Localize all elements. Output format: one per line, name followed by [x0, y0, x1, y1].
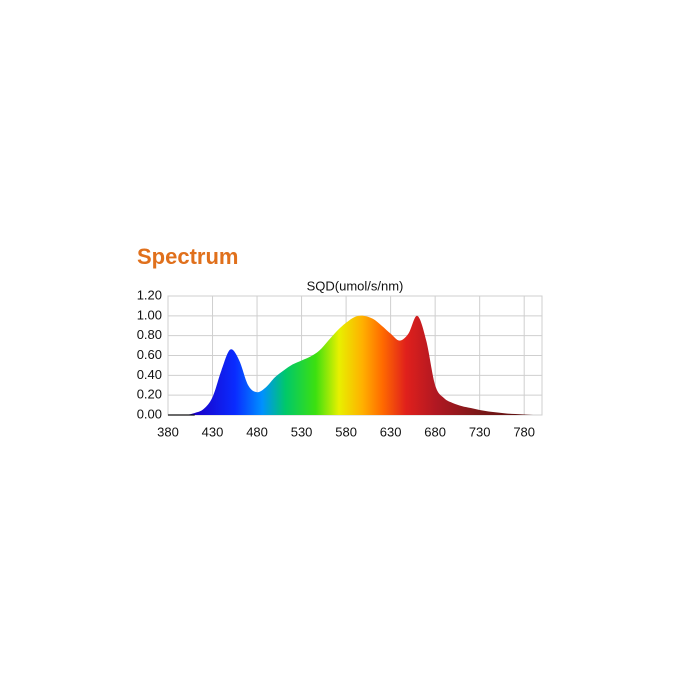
x-tick-label: 730 — [469, 424, 491, 439]
y-tick-label: 0.80 — [137, 327, 162, 342]
x-tick-label: 630 — [380, 424, 402, 439]
plot-area: 0.00 0.20 0.40 0.60 0.80 1.00 1.20 380 430 480 530… — [137, 287, 543, 439]
x-tick-label: 380 — [157, 424, 179, 439]
x-tick-label: 680 — [424, 424, 446, 439]
y-tick-label: 0.00 — [137, 406, 162, 421]
y-tick-label: 0.40 — [137, 367, 162, 382]
y-tick-label: 0.60 — [137, 347, 162, 362]
x-tick-label: 430 — [202, 424, 224, 439]
y-tick-label: 1.20 — [137, 287, 162, 302]
y-tick-label: 1.00 — [137, 307, 162, 322]
y-tick-label: 0.20 — [137, 387, 162, 402]
spectrum-area — [168, 315, 542, 415]
x-tick-label: 480 — [246, 424, 268, 439]
chart-subtitle: SQD(umol/s/nm) — [307, 278, 404, 293]
x-tick-label: 780 — [513, 424, 535, 439]
chart-title: Spectrum — [137, 244, 238, 269]
x-tick-label: 580 — [335, 424, 357, 439]
x-tick-label: 530 — [291, 424, 313, 439]
